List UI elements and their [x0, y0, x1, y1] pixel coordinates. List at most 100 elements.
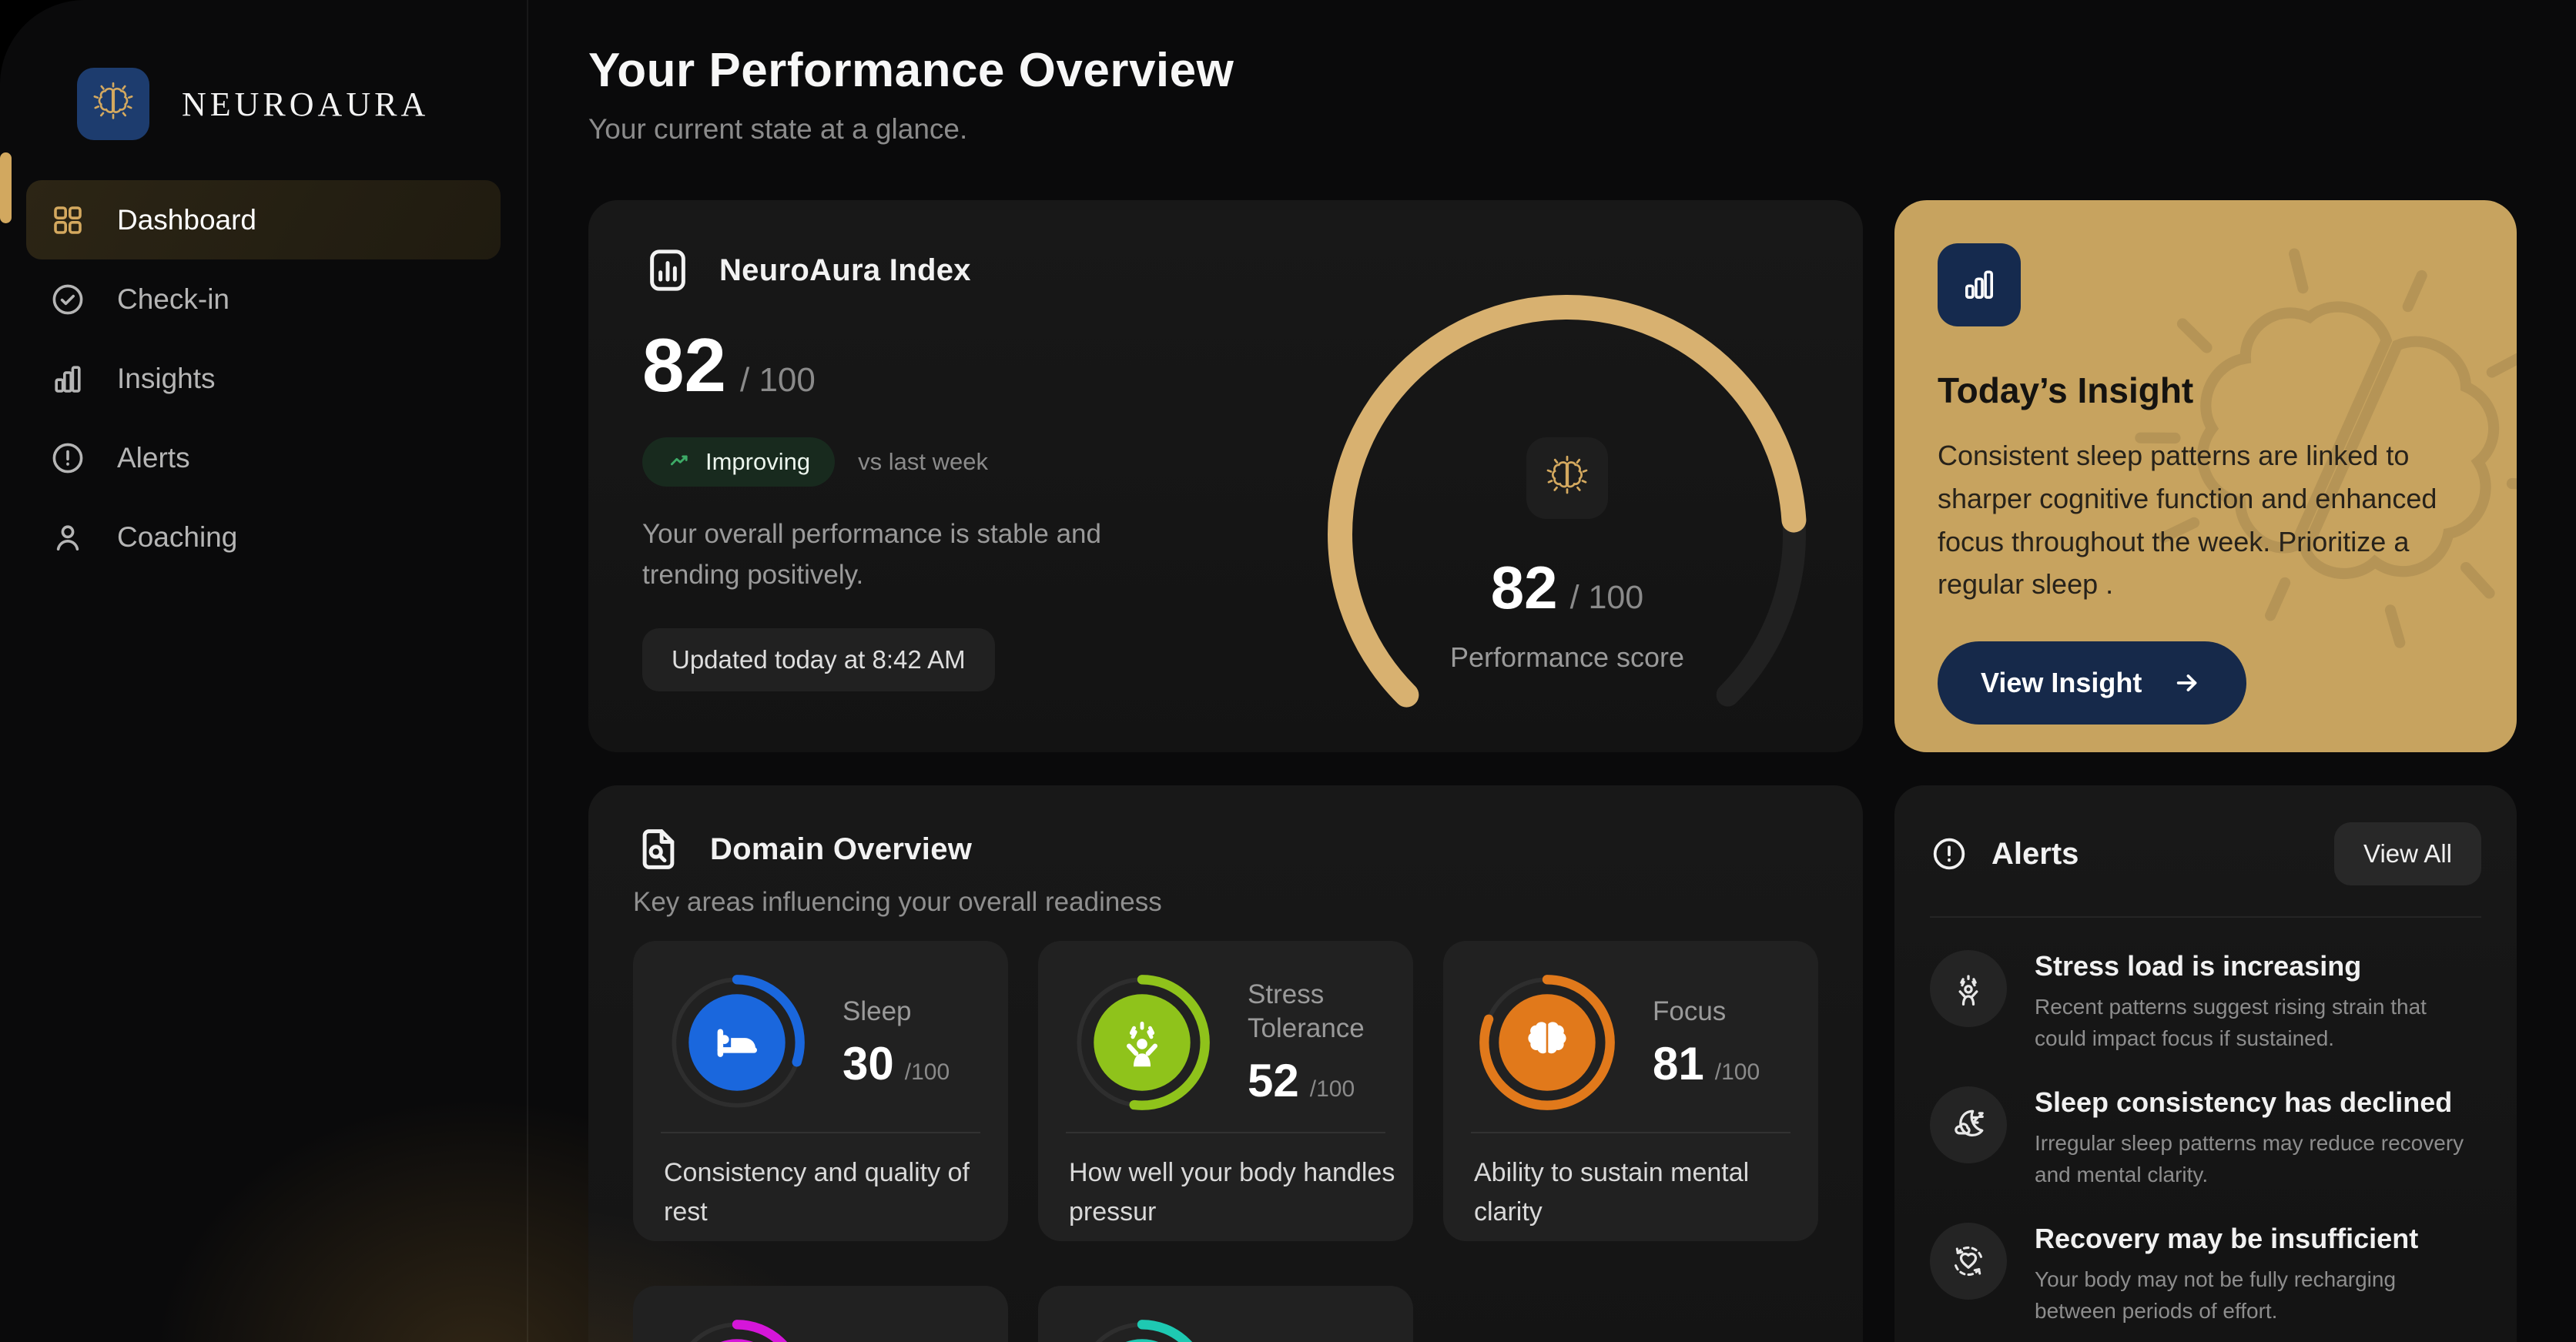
- sidebar-item-label: Check-in: [117, 283, 229, 315]
- improving-badge: Improving: [642, 437, 836, 487]
- trending-up-icon: [670, 455, 688, 466]
- moon-sleep-icon: [1930, 1086, 2007, 1164]
- alert-circle-icon: [52, 443, 83, 473]
- tile-label: Sleep: [842, 996, 912, 1026]
- domain-tile-emotional[interactable]: Emotional: [633, 1286, 1008, 1342]
- tile-score: 81: [1653, 1038, 1704, 1090]
- stress-person-icon: [1930, 950, 2007, 1027]
- sidebar-item-label: Insights: [117, 362, 216, 394]
- badge-label: Improving: [705, 448, 811, 475]
- divider: [661, 1132, 980, 1133]
- tile-score-max: /100: [1309, 1076, 1355, 1103]
- grid-icon: [54, 206, 82, 234]
- alert-description: Your body may not be fully recharging be…: [2035, 1267, 2397, 1323]
- brand-logo-brain-icon: [77, 68, 149, 140]
- index-card-title: NeuroAura Index: [719, 253, 971, 287]
- bed-icon: [717, 1029, 757, 1057]
- tile-description: Ability to sustain mental clarity: [1474, 1158, 1750, 1227]
- performance-gauge: 82 / 100 Performance score: [1313, 280, 1821, 788]
- divider: [1930, 916, 2481, 918]
- gauge-center: 82 / 100 Performance score: [1313, 437, 1821, 674]
- arrow-right-icon: [2177, 674, 2197, 692]
- active-nav-indicator: [0, 152, 12, 223]
- tile-score-max: /100: [904, 1059, 950, 1086]
- alert-item-sleep[interactable]: Sleep consistency has declined Irregular…: [1930, 1086, 2481, 1190]
- view-insight-button[interactable]: View Insight: [1938, 641, 2247, 725]
- index-card-header: NeuroAura Index: [642, 245, 1809, 296]
- tile-score: 52: [1248, 1055, 1299, 1107]
- brand-name: NEUROAURA: [182, 85, 430, 123]
- alert-title: Recovery may be insufficient: [2035, 1223, 2419, 1255]
- alert-title: Sleep consistency has declined: [2035, 1086, 2453, 1119]
- domain-grid: Sleep 30/100 Consistency and quality of …: [633, 941, 1818, 1342]
- index-score-value: 82: [642, 323, 727, 407]
- sleep-ring: [664, 969, 810, 1116]
- recovery-ring: [1069, 1314, 1215, 1342]
- domain-tile-recovery[interactable]: Recovery: [1038, 1286, 1413, 1342]
- brain-icon: [1528, 1022, 1566, 1054]
- alert-item-stress[interactable]: Stress load is increasing Recent pattern…: [1930, 950, 2481, 1054]
- insight-chart-icon: [1938, 243, 2021, 326]
- alerts-title: Alerts: [1991, 836, 2079, 871]
- sidebar-item-insights[interactable]: Insights: [26, 339, 501, 418]
- sidebar: NEUROAURA Dashboard Check-in Insights: [0, 0, 528, 1342]
- tile-label: Focus: [1653, 996, 1727, 1026]
- gauge-score-value: 82: [1490, 554, 1558, 621]
- heart-recovery-icon: [1930, 1223, 2007, 1300]
- sidebar-item-dashboard[interactable]: Dashboard: [26, 180, 501, 259]
- trend-row: Improving vs last week: [642, 437, 988, 487]
- user-icon: [56, 524, 79, 551]
- alerts-card: Alerts View All Stress load is increasin…: [1894, 785, 2517, 1342]
- index-description: Your overall performance is stable and t…: [642, 519, 1101, 590]
- page-title: Your Performance Overview: [588, 44, 1234, 97]
- page-subtitle: Your current state at a glance.: [588, 113, 968, 145]
- sidebar-item-label: Coaching: [117, 520, 238, 553]
- check-circle-icon: [52, 284, 83, 314]
- sidebar-nav: Dashboard Check-in Insights Alerts: [0, 180, 527, 577]
- domain-tile-focus[interactable]: Focus 81/100 Ability to sustain mental c…: [1443, 941, 1818, 1241]
- divider: [1066, 1132, 1385, 1133]
- alert-description: Recent patterns suggest rising strain th…: [2035, 995, 2427, 1050]
- tile-description: How well your body handles pressur: [1069, 1158, 1395, 1227]
- file-search-icon: [642, 829, 675, 869]
- emotional-ring: [664, 1314, 810, 1342]
- view-insight-label: View Insight: [1981, 667, 2142, 699]
- domain-card-title: Domain Overview: [710, 832, 973, 866]
- tile-score-max: /100: [1714, 1059, 1760, 1086]
- todays-insight-card: Today’s Insight Consistent sleep pattern…: [1894, 200, 2517, 752]
- stress-ring: [1069, 969, 1215, 1116]
- sidebar-item-coaching[interactable]: Coaching: [26, 497, 501, 577]
- focus-ring: [1474, 969, 1620, 1116]
- updated-timestamp: Updated today at 8:42 AM: [642, 628, 995, 691]
- page-header: Your Performance Overview Your current s…: [588, 43, 1234, 146]
- gauge-score: 82 / 100: [1491, 553, 1643, 623]
- insight-title: Today’s Insight: [1938, 370, 2194, 410]
- alert-title: Stress load is increasing: [2035, 950, 2362, 982]
- bar-chart-icon: [55, 365, 81, 393]
- divider: [1471, 1132, 1790, 1133]
- domain-card-subtitle: Key areas influencing your overall readi…: [633, 887, 1162, 917]
- domain-tile-sleep[interactable]: Sleep 30/100 Consistency and quality of …: [633, 941, 1008, 1241]
- chart-frame-icon: [650, 249, 685, 291]
- sidebar-item-check-in[interactable]: Check-in: [26, 259, 501, 339]
- sidebar-item-label: Dashboard: [117, 203, 257, 236]
- sidebar-item-alerts[interactable]: Alerts: [26, 418, 501, 497]
- gauge-arc: [1328, 294, 1807, 774]
- alerts-header: Alerts View All: [1930, 822, 2481, 885]
- stress-person-icon: [1127, 1021, 1157, 1067]
- gauge-score-max: / 100: [1569, 579, 1644, 616]
- alert-list: Stress load is increasing Recent pattern…: [1930, 950, 2481, 1327]
- alert-circle-icon: [1933, 838, 1965, 870]
- alert-item-recovery[interactable]: Recovery may be insufficient Your body m…: [1930, 1223, 2481, 1327]
- neuroaura-index-card: NeuroAura Index 82 / 100 Improving vs la…: [588, 200, 1863, 774]
- index-score-max: / 100: [740, 361, 816, 399]
- insight-body: Consistent sleep patterns are linked to …: [1938, 440, 2437, 601]
- view-all-button[interactable]: View All: [2334, 822, 2481, 885]
- sidebar-item-label: Alerts: [117, 441, 190, 474]
- brand: NEUROAURA: [77, 68, 527, 140]
- domain-card-header: Domain Overview: [633, 824, 1818, 875]
- gauge-label: Performance score: [1449, 641, 1685, 673]
- domain-tile-stress-tolerance[interactable]: Stress Tolerance 52/100 How well your bo…: [1038, 941, 1413, 1241]
- gauge-brain-icon: [1526, 437, 1608, 519]
